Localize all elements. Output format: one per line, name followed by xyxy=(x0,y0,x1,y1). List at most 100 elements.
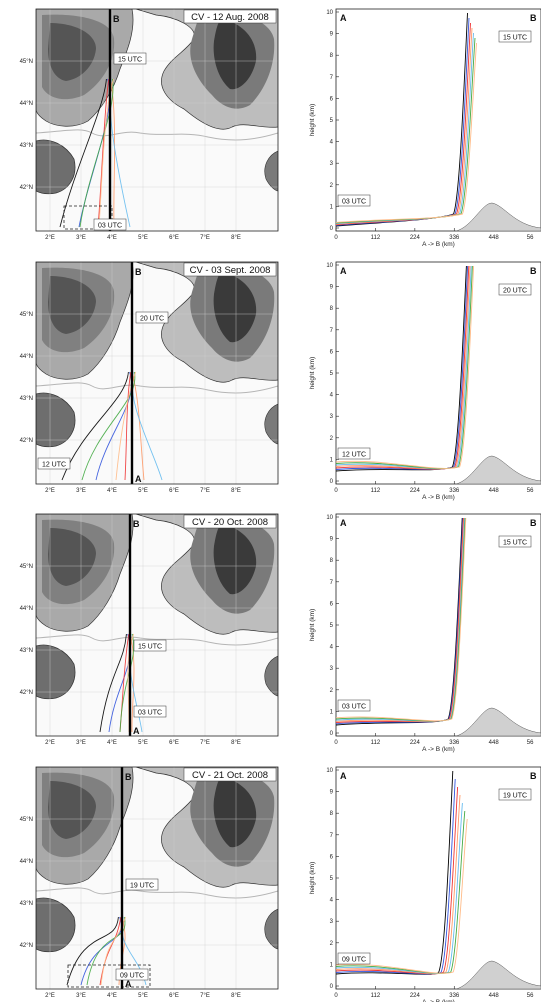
terrain-alps xyxy=(135,262,278,383)
map-tag-top-text: 19 UTC xyxy=(130,882,154,889)
map-tag-bottom: 03 UTC xyxy=(93,218,127,231)
lon-tick: 5°E xyxy=(138,993,148,999)
lon-tick: 4°E xyxy=(107,235,117,241)
y-tick: 10 xyxy=(326,768,333,774)
profile-corner-a: A xyxy=(340,518,347,528)
profile-tag-bottom-text: 12 UTC xyxy=(342,451,366,458)
x-tick: 224 xyxy=(410,235,421,241)
lon-tick: 5°E xyxy=(138,488,148,494)
x-tick: 448 xyxy=(489,235,500,241)
profile-ylabel: height (km) xyxy=(309,609,316,642)
height-curve xyxy=(335,818,468,974)
height-curves xyxy=(335,12,477,227)
profile-xlabel: A -> B (km) xyxy=(422,746,455,753)
map-tag-bottom-text: 03 UTC xyxy=(98,222,122,229)
trajectory-line xyxy=(86,916,126,986)
height-curve xyxy=(335,42,477,223)
x-tick: 448 xyxy=(489,993,500,999)
profile-corner-b: B xyxy=(530,13,537,23)
trajectory-line xyxy=(129,633,135,733)
x-tick: 0 xyxy=(334,235,338,241)
lon-tick: 2°E xyxy=(45,993,55,999)
panel-title-text: CV - 20 Oct. 2008 xyxy=(192,517,268,528)
height-curves xyxy=(335,517,467,726)
profile-ylabel: height (km) xyxy=(309,862,316,895)
terrain-alps xyxy=(135,514,278,635)
lat-tick: 45°N xyxy=(20,312,33,318)
trajectory-line xyxy=(124,371,132,481)
lat-tick: 45°N xyxy=(20,59,33,65)
coastline xyxy=(36,887,278,899)
profile-y-ticks: 0 1 2 3 4 5 6 7 8 9 10 xyxy=(326,768,339,990)
profile-tag-bottom: 09 UTC xyxy=(337,952,371,965)
y-tick: 8 xyxy=(330,811,334,817)
map-tag-top: 15 UTC xyxy=(113,52,147,65)
coastline xyxy=(36,382,278,394)
profile-corner-b: B xyxy=(530,518,537,528)
height-curve xyxy=(335,265,467,472)
lon-tick: 6°E xyxy=(169,993,179,999)
lon-ticks: 2°E 3°E 4°E 5°E 6°E 7°E 8°E xyxy=(45,740,241,746)
lat-tick: 44°N xyxy=(20,859,33,865)
source-region-box xyxy=(67,964,151,988)
height-curve xyxy=(335,265,473,469)
x-tick: 448 xyxy=(489,740,500,746)
lat-tick: 43°N xyxy=(20,396,33,402)
lon-tick: 6°E xyxy=(169,488,179,494)
y-tick: 3 xyxy=(330,161,334,167)
lon-tick: 7°E xyxy=(200,993,210,999)
map-tag-top: 20 UTC xyxy=(135,311,169,324)
profile-corner-a: A xyxy=(340,13,347,23)
lat-ticks: 45°N 44°N 43°N 42°N xyxy=(20,817,33,949)
point-a-label: A xyxy=(125,979,132,989)
terrain-profile xyxy=(455,455,541,485)
trajectory-line xyxy=(79,78,114,228)
y-tick: 5 xyxy=(330,118,334,124)
y-tick: 8 xyxy=(330,306,334,312)
profile-y-ticks: 0 1 2 3 4 5 6 7 8 9 10 xyxy=(326,10,339,232)
x-tick: 224 xyxy=(410,488,421,494)
y-tick: 5 xyxy=(330,876,334,882)
terrain-massif-central xyxy=(36,767,134,885)
y-tick: 10 xyxy=(326,10,333,16)
terrain-profile xyxy=(455,960,541,990)
map-tag-bottom-text: 03 UTC xyxy=(138,709,162,716)
profile-corner-b: B xyxy=(530,266,537,276)
x-tick: 336 xyxy=(449,993,460,999)
y-tick: 2 xyxy=(330,941,334,947)
y-tick: 9 xyxy=(330,537,334,543)
point-b-label: B xyxy=(133,519,140,529)
lat-tick: 43°N xyxy=(20,901,33,907)
lon-tick: 4°E xyxy=(107,740,117,746)
x-tick: 112 xyxy=(371,488,381,494)
y-tick: 4 xyxy=(330,898,334,904)
height-curve xyxy=(335,265,471,470)
y-tick: 3 xyxy=(330,414,334,420)
terrain-massif-central xyxy=(36,514,134,632)
height-curve xyxy=(335,794,461,975)
profile-tag-bottom: 03 UTC xyxy=(337,699,371,712)
coastline xyxy=(36,634,278,646)
profile-tag-top-text: 15 UTC xyxy=(503,34,527,41)
lon-ticks: 2°E 3°E 4°E 5°E 6°E 7°E 8°E xyxy=(45,235,241,241)
profile-tag-top-text: 20 UTC xyxy=(503,287,527,294)
height-curve xyxy=(335,265,472,470)
y-tick: 10 xyxy=(326,515,333,521)
lat-ticks: 45°N 44°N 43°N 42°N xyxy=(20,59,33,191)
height-curve xyxy=(335,770,454,975)
map-tag-top-text: 15 UTC xyxy=(138,643,162,650)
map-tag-bottom-text: 09 UTC xyxy=(120,972,144,979)
profile-tag-top: 15 UTC xyxy=(498,535,532,548)
profile-corner-a: A xyxy=(340,771,347,781)
height-curve xyxy=(335,517,464,725)
trajectory-line xyxy=(109,78,116,228)
lon-tick: 6°E xyxy=(169,235,179,241)
height-curve xyxy=(335,517,466,722)
profile-tag-bottom: 03 UTC xyxy=(337,194,371,207)
y-tick: 7 xyxy=(330,580,334,586)
lon-tick: 5°E xyxy=(138,740,148,746)
y-tick: 1 xyxy=(330,962,334,968)
